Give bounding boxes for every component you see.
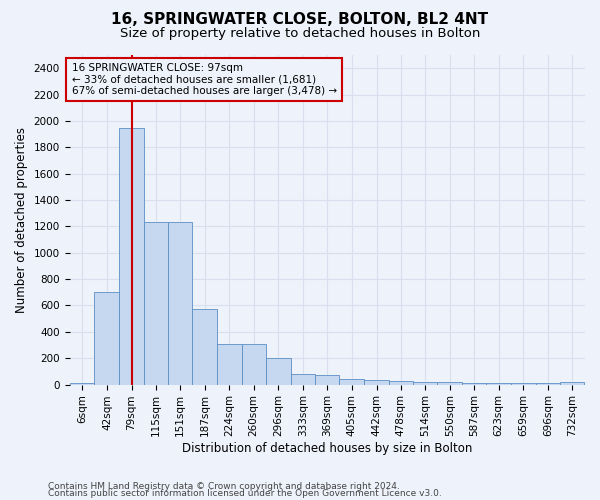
Bar [462, 382, 487, 384]
X-axis label: Distribution of detached houses by size in Bolton: Distribution of detached houses by size … [182, 442, 472, 455]
Bar [193, 309, 217, 384]
Bar [340, 378, 364, 384]
Bar [242, 344, 266, 384]
Bar [217, 344, 242, 384]
Bar [144, 222, 168, 384]
Bar [94, 292, 119, 384]
Bar [168, 222, 193, 384]
Text: 16, SPRINGWATER CLOSE, BOLTON, BL2 4NT: 16, SPRINGWATER CLOSE, BOLTON, BL2 4NT [112, 12, 488, 28]
Text: Size of property relative to detached houses in Bolton: Size of property relative to detached ho… [120, 28, 480, 40]
Text: Contains public sector information licensed under the Open Government Licence v3: Contains public sector information licen… [48, 490, 442, 498]
Bar [315, 374, 340, 384]
Bar [437, 382, 462, 384]
Y-axis label: Number of detached properties: Number of detached properties [15, 127, 28, 313]
Bar [70, 382, 94, 384]
Bar [389, 380, 413, 384]
Bar [364, 380, 389, 384]
Bar [560, 382, 584, 384]
Bar [291, 374, 315, 384]
Text: Contains HM Land Registry data © Crown copyright and database right 2024.: Contains HM Land Registry data © Crown c… [48, 482, 400, 491]
Bar [266, 358, 291, 384]
Bar [487, 383, 511, 384]
Bar [413, 382, 437, 384]
Bar [119, 128, 144, 384]
Text: 16 SPRINGWATER CLOSE: 97sqm
← 33% of detached houses are smaller (1,681)
67% of : 16 SPRINGWATER CLOSE: 97sqm ← 33% of det… [71, 63, 337, 96]
